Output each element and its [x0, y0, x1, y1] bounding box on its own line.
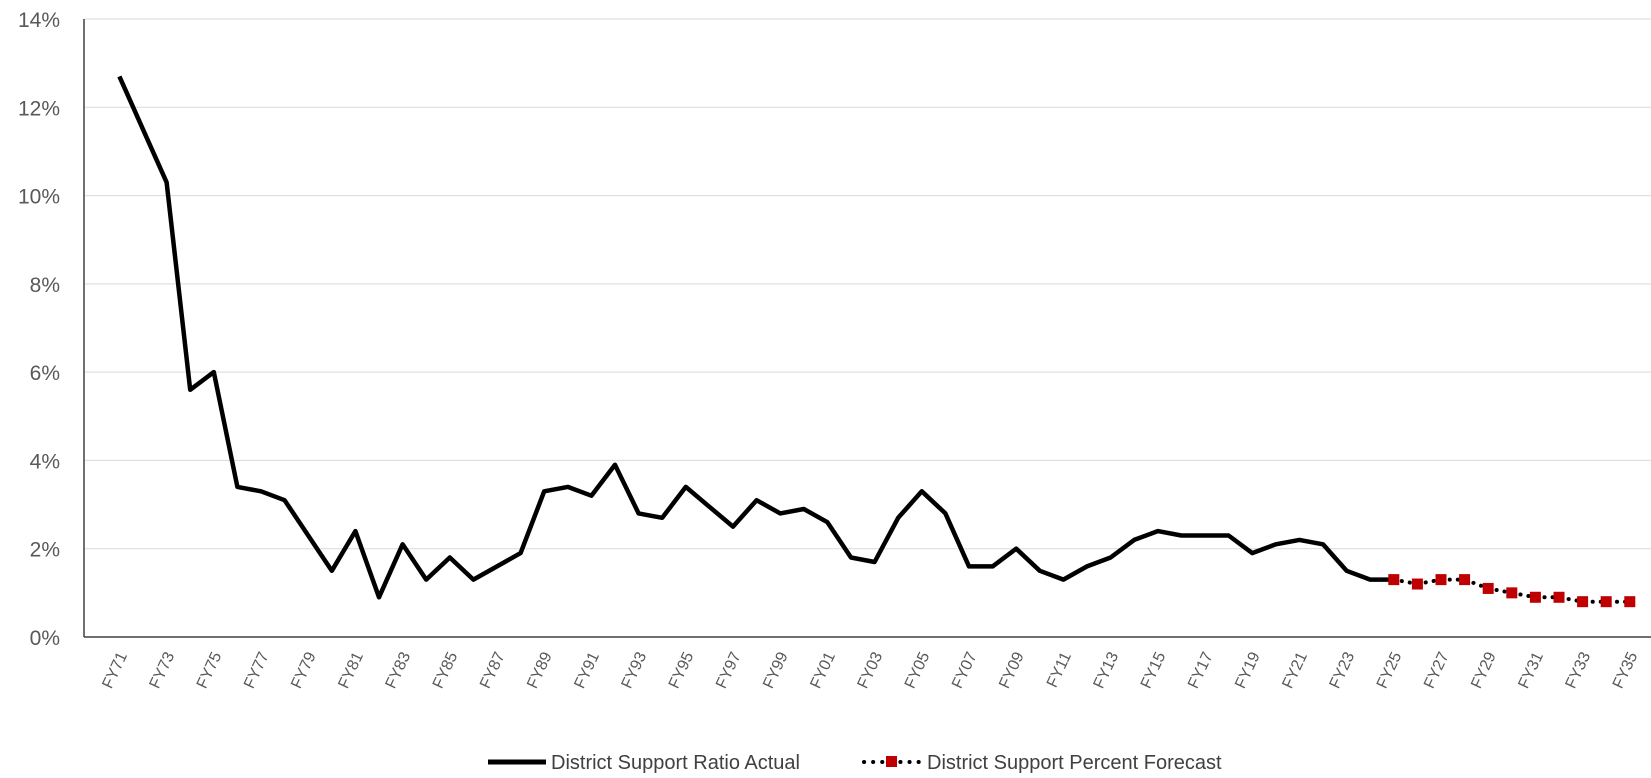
x-tick-label: FY97 — [713, 649, 745, 691]
x-tick-label: FY01 — [807, 649, 839, 691]
y-tick-label: 8% — [30, 274, 60, 297]
x-tick-label: FY81 — [335, 649, 367, 691]
x-tick-label: FY31 — [1515, 649, 1547, 691]
x-tick-label: FY07 — [949, 649, 981, 691]
x-tick-label: FY33 — [1563, 649, 1595, 691]
y-tick-label: 0% — [30, 627, 60, 650]
forecast-point — [1411, 578, 1423, 590]
x-axis-tick-labels: FY71 FY73 FY75 FY77 FY79 FY81 FY83 FY85 FY87 FY89… — [99, 649, 1641, 691]
x-tick-label: FY99 — [760, 649, 792, 691]
gridlines — [84, 18, 1651, 550]
x-tick-label: FY79 — [288, 649, 320, 691]
x-tick-label: FY75 — [194, 649, 226, 691]
x-tick-label: FY73 — [147, 649, 179, 691]
forecast-point — [1435, 574, 1447, 586]
legend-marker-forecast — [886, 756, 897, 767]
x-tick-label: FY35 — [1610, 649, 1642, 691]
legend-label-forecast: District Support Percent Forecast — [927, 752, 1222, 774]
x-tick-label: FY87 — [477, 649, 509, 691]
legend-item-forecast: District Support Percent Forecast — [862, 752, 1222, 774]
x-tick-label: FY25 — [1374, 649, 1406, 691]
x-tick-label: FY27 — [1421, 649, 1453, 691]
forecast-point — [1529, 591, 1541, 603]
x-tick-label: FY03 — [855, 649, 887, 691]
x-tick-label: FY83 — [383, 649, 415, 691]
series-line-actual — [117, 75, 1394, 600]
x-tick-label: FY71 — [99, 649, 131, 691]
x-tick-label: FY19 — [1232, 649, 1264, 691]
forecast-point — [1624, 596, 1636, 608]
forecast-point — [1577, 596, 1589, 608]
x-tick-label: FY95 — [666, 649, 698, 691]
x-tick-label: FY13 — [1091, 649, 1123, 691]
x-tick-label: FY91 — [571, 649, 603, 691]
y-tick-label: 10% — [18, 186, 60, 209]
y-tick-label: 14% — [18, 9, 60, 32]
forecast-point — [1482, 582, 1494, 594]
forecast-point — [1506, 587, 1518, 599]
x-tick-label: FY89 — [524, 649, 556, 691]
x-tick-label: FY15 — [1138, 649, 1170, 691]
axes — [83, 19, 1651, 638]
y-tick-label: 12% — [18, 97, 60, 120]
x-tick-label: FY85 — [430, 649, 462, 691]
x-tick-label: FY05 — [902, 649, 934, 691]
legend: District Support Ratio Actual District S… — [488, 752, 1222, 774]
y-axis-tick-labels: 0% 2% 4% 6% 8% 10% 12% 14% — [18, 9, 60, 650]
x-tick-label: FY11 — [1044, 649, 1075, 690]
y-tick-label: 4% — [30, 450, 60, 473]
y-tick-label: 2% — [30, 539, 60, 562]
y-tick-label: 6% — [30, 362, 60, 385]
forecast-point — [1388, 574, 1400, 586]
x-tick-label: FY17 — [1185, 649, 1217, 691]
forecast-point — [1459, 574, 1471, 586]
forecast-point — [1553, 591, 1565, 603]
x-tick-label: FY09 — [996, 649, 1028, 691]
x-tick-label: FY21 — [1279, 649, 1311, 691]
x-tick-label: FY77 — [241, 649, 273, 691]
series-lines — [117, 75, 1636, 608]
legend-item-actual: District Support Ratio Actual — [488, 752, 800, 774]
legend-label-actual: District Support Ratio Actual — [551, 752, 800, 774]
x-tick-label: FY23 — [1327, 649, 1359, 691]
forecast-point — [1600, 596, 1612, 608]
x-tick-label: FY29 — [1468, 649, 1500, 691]
x-tick-label: FY93 — [619, 649, 651, 691]
